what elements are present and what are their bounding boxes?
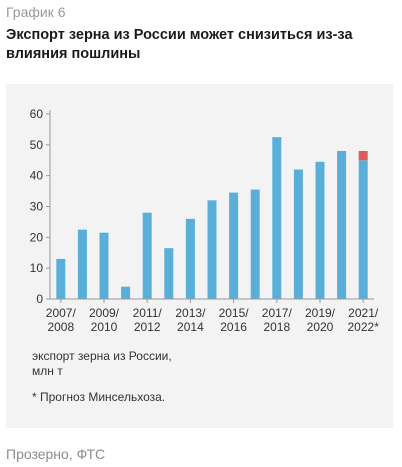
bar xyxy=(142,212,152,299)
x-tick-label-top: 2009/ xyxy=(89,306,120,320)
y-tick-label: 30 xyxy=(30,200,44,214)
legend-line-1: экспорт зерна из России, xyxy=(32,349,172,363)
bar xyxy=(77,229,87,299)
x-tick-label-top: 2013/ xyxy=(175,306,206,320)
x-axis: 2007/2008 2009/2010 2011/2012 2013/2014 2015… xyxy=(46,298,380,334)
x-tick-label-top: 2015/ xyxy=(219,306,250,320)
source-credit: Прозерно, ФТС xyxy=(6,446,106,462)
x-tick-label-bottom: 2020 xyxy=(307,320,334,334)
y-tick-label: 0 xyxy=(36,292,43,306)
bar xyxy=(207,200,217,299)
y-tick-label: 60 xyxy=(30,107,44,121)
bar xyxy=(315,161,325,299)
bar xyxy=(56,258,66,299)
y-tick-label: 40 xyxy=(30,169,44,183)
bar xyxy=(164,248,174,299)
forecast-bar-segment xyxy=(358,151,368,161)
x-tick-label-top: 2021/ xyxy=(348,306,379,320)
x-tick-label-bottom: 2008 xyxy=(47,320,74,334)
bar xyxy=(229,192,239,299)
x-tick-label-bottom: 2012 xyxy=(134,320,161,334)
bar xyxy=(121,286,131,299)
y-tick-label: 20 xyxy=(30,230,44,244)
x-tick-label-bottom: 2014 xyxy=(177,320,204,334)
bar xyxy=(99,232,109,299)
chart-card: 0 10 20 30 40 50 60 2007/2008 2009/2010 2011/201… xyxy=(6,84,393,428)
x-tick-label-top: 2017/ xyxy=(262,306,293,320)
y-tick-label: 10 xyxy=(30,261,44,275)
bar xyxy=(185,218,195,299)
chart-number: График 6 xyxy=(6,4,66,20)
forecast-note: * Прогноз Минсельхоза. xyxy=(32,390,165,404)
legend-line-2: млн т xyxy=(32,364,63,378)
bars xyxy=(56,137,368,299)
bar xyxy=(250,189,260,299)
x-tick-label-top: 2011/ xyxy=(133,306,163,320)
bar xyxy=(293,169,303,299)
x-tick-label-top: 2007/ xyxy=(46,306,77,320)
y-tick-label: 50 xyxy=(30,138,44,152)
bar xyxy=(337,151,347,299)
x-tick-label-bottom: 2018 xyxy=(263,320,290,334)
x-tick-label-bottom: 2022* xyxy=(348,320,380,334)
chart-headline: Экспорт зерна из России может снизиться … xyxy=(6,27,353,62)
x-tick-label-bottom: 2016 xyxy=(220,320,247,334)
y-axis: 0 10 20 30 40 50 60 xyxy=(30,107,51,306)
x-tick-label-bottom: 2010 xyxy=(91,320,118,334)
bar-chart: 0 10 20 30 40 50 60 2007/2008 2009/2010 2011/201… xyxy=(30,107,380,404)
bar xyxy=(272,137,282,299)
bar xyxy=(358,160,368,299)
x-tick-label-top: 2019/ xyxy=(305,306,336,320)
